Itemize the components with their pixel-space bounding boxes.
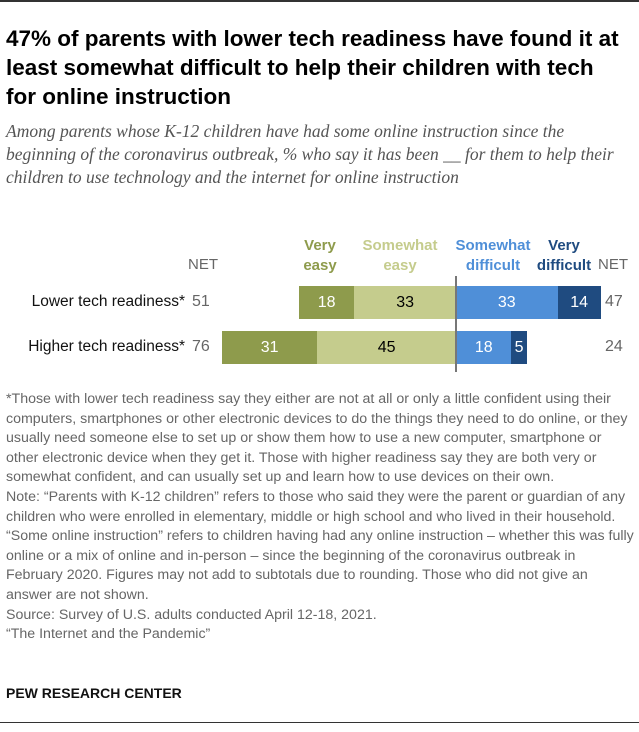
net-difficult-value: 47	[605, 293, 623, 310]
net-header-right: NET	[598, 256, 628, 273]
legend-label: Very	[548, 237, 580, 254]
top-rule	[0, 0, 639, 2]
legend-label: Very	[304, 237, 336, 254]
bar-somewhat-easy: 33	[354, 286, 456, 319]
zero-axis-line	[455, 276, 457, 372]
legend-label: difficult	[465, 257, 521, 274]
chart-title: 47% of parents with lower tech readiness…	[6, 26, 619, 109]
bar-very-difficult: 5	[511, 331, 527, 364]
bar-very-difficult: 14	[557, 286, 601, 319]
legend-somewhat-difficult: Somewhat difficult	[448, 236, 538, 276]
legend-very-easy: Very easy	[285, 236, 355, 276]
row-label: Higher tech readiness*	[28, 338, 185, 355]
bottom-rule	[0, 722, 639, 723]
note: Note: “Parents with K-12 children” refer…	[6, 488, 634, 603]
chart-subtitle: Among parents whose K-12 children have h…	[6, 121, 614, 187]
bar-somewhat-difficult: 33	[456, 286, 558, 319]
brand-logo-text: PEW RESEARCH CENTER	[6, 685, 182, 701]
bar-somewhat-easy: 45	[317, 331, 456, 364]
legend-label: difficult	[536, 257, 592, 274]
legend-label: easy	[303, 257, 337, 274]
notes: *Those with lower tech readiness say the…	[6, 390, 634, 645]
legend-label: Somewhat	[455, 237, 531, 254]
legend-label: easy	[383, 257, 417, 274]
bar-somewhat-difficult: 18	[456, 331, 512, 364]
legend-somewhat-easy: Somewhat easy	[355, 236, 445, 276]
net-easy-value: 51	[192, 293, 210, 310]
bar-very-easy: 18	[298, 286, 355, 319]
net-easy-value: 76	[192, 338, 210, 355]
net-header-left: NET	[188, 256, 218, 273]
net-difficult-value: 24	[605, 338, 623, 355]
row-label: Lower tech readiness*	[31, 293, 185, 310]
legend-label: Somewhat	[362, 237, 438, 254]
legend-very-difficult: Very difficult	[536, 236, 592, 276]
footnote: *Those with lower tech readiness say the…	[6, 391, 628, 486]
source: Source: Survey of U.S. adults conducted …	[6, 606, 377, 623]
report-title: “The Internet and the Pandemic”	[6, 626, 211, 643]
bar-very-easy: 31	[221, 331, 318, 364]
